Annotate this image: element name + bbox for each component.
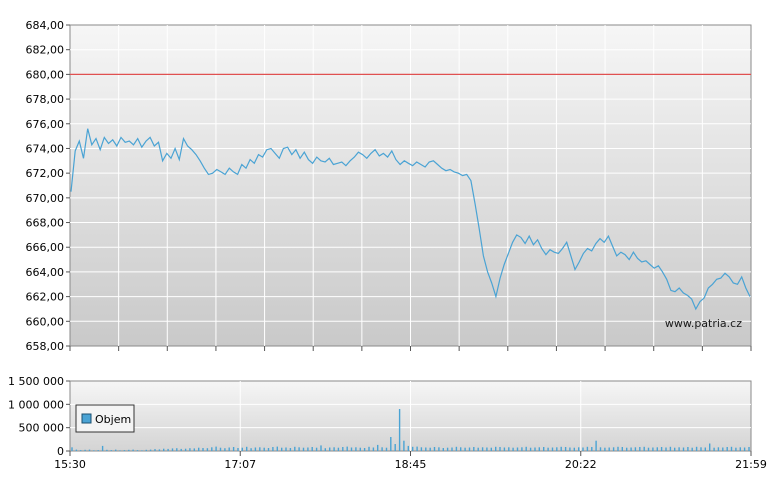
price-y-tick-label: 674,00 bbox=[26, 142, 65, 155]
price-gridlines bbox=[70, 25, 751, 346]
volume-y-tick-label: 0 bbox=[57, 445, 64, 458]
price-y-tick-label: 668,00 bbox=[26, 217, 65, 230]
price-y-tick-label: 676,00 bbox=[26, 118, 65, 131]
volume-bars bbox=[71, 409, 750, 451]
watermark: www.patria.cz bbox=[665, 317, 742, 330]
volume-x-axis: 15:30 17:07 18:45 20:22 21:59 bbox=[54, 451, 767, 471]
volume-y-tick-label: 1 500 000 bbox=[8, 375, 64, 388]
price-series-line bbox=[70, 128, 751, 311]
price-y-tick-label: 660,00 bbox=[26, 315, 65, 328]
volume-y-tick-label: 500 000 bbox=[19, 422, 65, 435]
price-y-tick-label: 666,00 bbox=[26, 241, 65, 254]
x-tick-label: 20:22 bbox=[565, 458, 597, 471]
x-tick-label: 21:59 bbox=[735, 458, 767, 471]
volume-legend: Objem bbox=[75, 404, 135, 433]
price-y-tick-label: 662,00 bbox=[26, 291, 65, 304]
price-y-tick-label: 664,00 bbox=[26, 266, 65, 279]
x-tick-label: 18:45 bbox=[395, 458, 427, 471]
price-y-axis: 684,00 682,00 680,00 678,00 676,00 674,00 672,… bbox=[26, 19, 70, 353]
price-y-tick-label: 680,00 bbox=[26, 68, 65, 81]
price-y-tick-label: 658,00 bbox=[26, 340, 65, 353]
price-y-tick-label: 672,00 bbox=[26, 167, 65, 180]
volume-y-tick-label: 1 000 000 bbox=[8, 398, 64, 411]
price-y-tick-label: 678,00 bbox=[26, 93, 65, 106]
x-tick-label: 15:30 bbox=[54, 458, 86, 471]
volume-y-axis: 1 500 000 1 000 000 500 000 0 bbox=[8, 375, 70, 458]
price-y-tick-label: 682,00 bbox=[26, 44, 65, 57]
legend-label: Objem bbox=[95, 413, 131, 426]
volume-gridlines bbox=[70, 381, 751, 451]
price-x-axis-ticks bbox=[69, 346, 752, 351]
x-tick-label: 17:07 bbox=[224, 458, 256, 471]
legend-swatch bbox=[81, 413, 92, 424]
price-y-tick-label: 670,00 bbox=[26, 192, 65, 205]
price-y-tick-label: 684,00 bbox=[26, 19, 65, 32]
